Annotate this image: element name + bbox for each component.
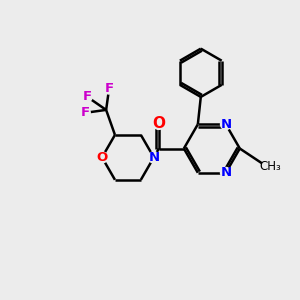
Text: F: F: [104, 82, 114, 95]
Circle shape: [82, 91, 92, 102]
Circle shape: [148, 152, 159, 163]
Text: N: N: [220, 118, 231, 131]
Circle shape: [96, 152, 108, 163]
Circle shape: [220, 167, 231, 178]
Circle shape: [153, 118, 165, 129]
Text: F: F: [80, 106, 89, 119]
Text: F: F: [82, 90, 91, 103]
Circle shape: [220, 119, 231, 130]
Text: N: N: [220, 166, 231, 179]
Text: O: O: [96, 151, 108, 164]
Text: O: O: [152, 116, 165, 131]
Text: N: N: [148, 151, 159, 164]
Circle shape: [80, 107, 90, 118]
Text: CH₃: CH₃: [259, 160, 281, 173]
Circle shape: [104, 83, 114, 94]
